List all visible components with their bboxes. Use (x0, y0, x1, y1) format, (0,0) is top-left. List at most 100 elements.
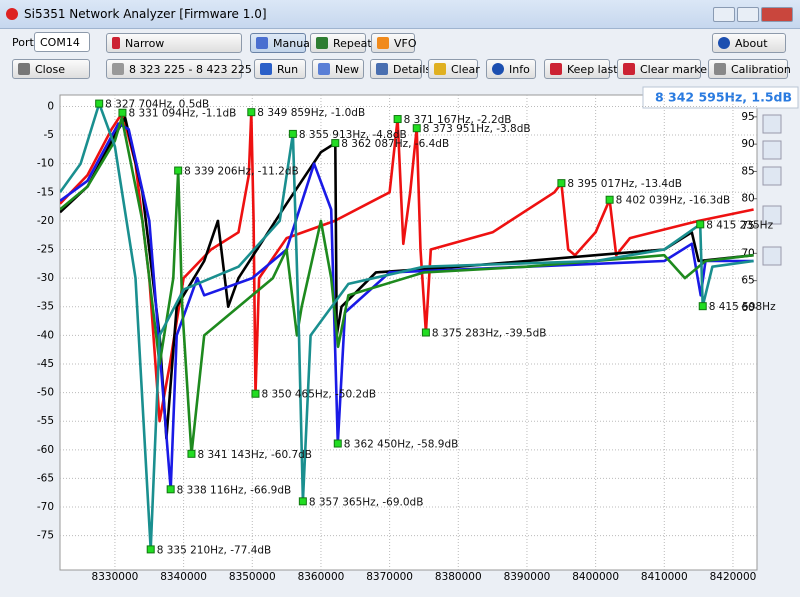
marker (696, 220, 705, 229)
manual-button[interactable]: Manual (250, 33, 313, 53)
series-tool[interactable] (762, 205, 782, 225)
range-button[interactable]: 8 323 225 - 8 423 225 Hz (106, 59, 269, 79)
port-label: Port (12, 36, 34, 49)
marker-label: 8 375 283Hz, -39.5dB (432, 328, 547, 340)
y2-tick-label: 85 (741, 165, 754, 177)
x-tick-label: 8360000 (298, 571, 345, 583)
readout-box (642, 86, 799, 109)
marker (166, 485, 175, 494)
fit-tool[interactable] (762, 140, 782, 160)
readout: 8 342 595Hz, 1.5dB (655, 90, 792, 105)
marker (146, 545, 155, 554)
marker (288, 129, 297, 138)
marker-label: 8 362 087Hz, -6.4dB (341, 138, 449, 150)
y-tick-label: -40 (37, 329, 54, 341)
marker-label: 8 415 598Hz (709, 301, 776, 313)
clear-markers-button[interactable]: Clear markers (617, 59, 717, 79)
x-tick-label: 8400000 (572, 571, 619, 583)
info-label: Info (509, 62, 530, 76)
marker (251, 389, 260, 398)
marker-label: 8 371 167Hz, -2.2dB (404, 114, 512, 126)
marker-label: 8 415 235Hz (706, 219, 773, 231)
new-button[interactable]: New (312, 59, 364, 79)
marker-label: 8 339 206Hz, -11.2dB (184, 166, 299, 178)
marker-label: 8 402 039Hz, -16.3dB (616, 195, 731, 207)
marker (247, 108, 256, 117)
marker-label: 8 335 210Hz, -77.4dB (157, 544, 272, 556)
marker (298, 497, 307, 506)
vertical-tool[interactable] (762, 166, 782, 186)
marker-label: 8 327 704Hz, 0.5dB (105, 99, 209, 111)
marker-label: 8 357 365Hz, -69.0dB (309, 496, 424, 508)
repeat-button[interactable]: Repeat (310, 33, 372, 53)
marker (605, 195, 614, 204)
marker (118, 108, 127, 117)
marker (331, 139, 340, 148)
marker (412, 124, 421, 133)
x-tick-label: 8390000 (504, 571, 551, 583)
close-window-button[interactable] (761, 7, 793, 22)
marker (174, 166, 183, 175)
repeat-label: Repeat (333, 36, 372, 50)
maximize-button[interactable] (737, 7, 759, 22)
vfo-button[interactable]: VFO (371, 33, 417, 53)
calibration-button[interactable]: Calibration (708, 59, 791, 79)
run-label: Run (277, 62, 299, 76)
x-tick-label: 8380000 (435, 571, 482, 583)
marker (187, 449, 196, 458)
y2-tick-label: 75 (741, 220, 754, 232)
x-tick-label: 8420000 (710, 571, 757, 583)
keep-last-button[interactable]: Keep last (544, 59, 618, 79)
close-label: Close (35, 62, 65, 76)
app-icon (6, 8, 18, 20)
marker-label: 8 362 450Hz, -58.9dB (344, 439, 459, 451)
y-tick-label: -75 (37, 530, 54, 542)
marker (333, 439, 342, 448)
marker-label: 8 338 116Hz, -66.9dB (177, 484, 292, 496)
marker (421, 328, 430, 337)
range-label: 8 323 225 - 8 423 225 Hz (129, 62, 270, 76)
y2-tick-label: 95 (741, 111, 754, 123)
about-button[interactable]: About (712, 33, 786, 53)
x-tick-label: 8340000 (160, 571, 207, 583)
info-button[interactable]: Info (486, 59, 536, 79)
about-label: About (735, 36, 768, 50)
clear-markers-label: Clear markers (640, 62, 718, 76)
minimize-button[interactable] (713, 7, 735, 22)
vfo-label: VFO (394, 36, 417, 50)
details-button[interactable]: Details (370, 59, 431, 79)
x-tick-label: 8410000 (641, 571, 688, 583)
clear-label: Clear (451, 62, 480, 76)
marker-label: 8 349 859Hz, -1.0dB (257, 107, 365, 119)
close-button[interactable]: Close (12, 59, 90, 79)
y2-tick-label: 90 (741, 138, 754, 150)
run-button[interactable]: Run (254, 59, 306, 79)
narrow-button[interactable]: Narrow (106, 33, 242, 53)
title-bar: Si5351 Network Analyzer [Firmware 1.0] (0, 0, 800, 29)
y2-tick-label: 80 (741, 193, 754, 205)
details-label: Details (393, 62, 432, 76)
marker-label: 8 395 017Hz, -13.4dB (567, 178, 682, 190)
marker-label: 8 355 913Hz, -4.8dB (299, 129, 407, 141)
y-tick-label: -70 (37, 501, 54, 513)
y-tick-label: -30 (37, 272, 54, 284)
y-tick-label: -35 (37, 301, 54, 313)
calibration-label: Calibration (731, 62, 791, 76)
marker (557, 179, 566, 188)
side-tools (762, 114, 782, 266)
chart: 8 342 595Hz, 1.5dB 0 -5 -10 -15 -20 -25 -30 -35… (0, 86, 800, 597)
y2-tick-label: 60 (741, 302, 754, 314)
port-select[interactable]: COM14 (34, 32, 90, 52)
marker-label: 8 341 143Hz, -60.7dB (197, 449, 312, 461)
series-line (60, 110, 754, 423)
y-tick-label: -50 (37, 387, 54, 399)
y-tick-label: -65 (37, 472, 54, 484)
x-tick-label: 8330000 (92, 571, 139, 583)
marker-label: 8 331 094Hz, -1.1dB (128, 108, 236, 120)
y-tick-label: -20 (37, 215, 54, 227)
zoom-tool[interactable] (762, 114, 782, 134)
y-tick-label: 0 (47, 100, 54, 112)
clear-button[interactable]: Clear (428, 59, 480, 79)
snapshot-tool[interactable] (762, 246, 782, 266)
